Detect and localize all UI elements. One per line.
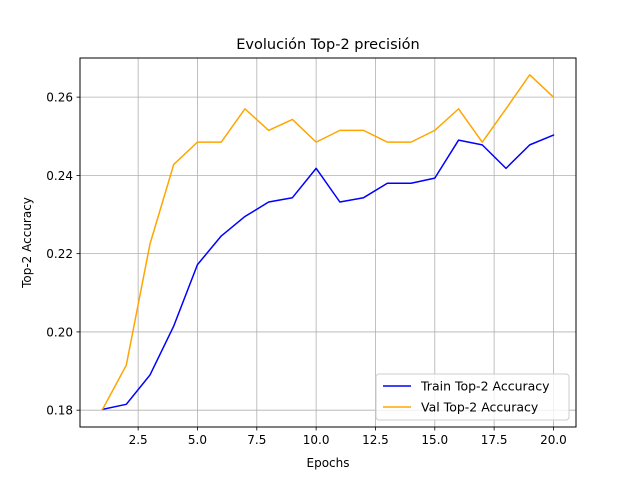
chart-title: Evolución Top-2 precisión [236,37,419,53]
y-tick-label: 0.22 [46,247,73,261]
legend: Train Top-2 Accuracy Val Top-2 Accuracy [375,373,570,421]
x-tick-label: 5.0 [188,433,207,447]
x-axis-ticks: 2.5 5.0 7.5 10.0 12.5 15.0 17.5 20.0 [129,427,567,447]
plot-frame [79,57,577,428]
x-tick-label: 12.5 [362,433,389,447]
x-tick-label: 15.0 [421,433,448,447]
legend-label: Val Top-2 Accuracy [421,400,539,415]
legend-label: Train Top-2 Accuracy [420,379,550,394]
x-tick-label: 2.5 [129,433,148,447]
y-tick-label: 0.20 [46,325,73,339]
series-line-train [101,134,555,411]
x-axis-label: Epochs [307,456,350,470]
x-tick-label: 10.0 [303,433,330,447]
y-tick-label: 0.18 [46,404,73,418]
y-axis-label: Top-2 Accuracy [20,197,34,289]
y-axis-ticks: 0.18 0.20 0.22 0.24 0.26 [46,91,80,418]
y-tick-label: 0.26 [46,91,73,105]
series-line-val [101,74,555,411]
y-tick-label: 0.24 [46,169,73,183]
legend-box [375,373,570,421]
x-tick-label: 17.5 [481,433,508,447]
series-layer [101,74,555,411]
x-tick-label: 20.0 [540,433,567,447]
x-tick-label: 7.5 [247,433,266,447]
